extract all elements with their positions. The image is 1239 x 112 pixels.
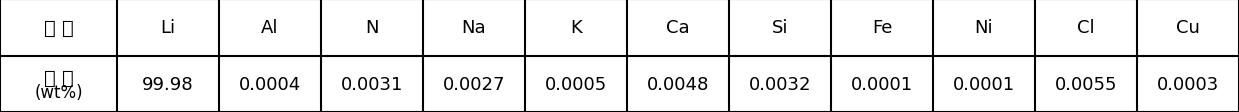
Text: K: K: [570, 19, 582, 37]
Text: Li: Li: [160, 19, 176, 37]
Text: 99.98: 99.98: [142, 75, 193, 93]
Text: 0.0032: 0.0032: [748, 75, 812, 93]
Text: Cu: Cu: [1176, 19, 1199, 37]
Text: 0.0048: 0.0048: [647, 75, 709, 93]
Text: Na: Na: [462, 19, 487, 37]
Text: (wt%): (wt%): [35, 83, 83, 101]
Text: Si: Si: [772, 19, 788, 37]
Text: 0.0027: 0.0027: [442, 75, 506, 93]
Text: Al: Al: [261, 19, 279, 37]
Text: Cl: Cl: [1077, 19, 1095, 37]
Text: Ni: Ni: [975, 19, 994, 37]
Text: 0.0005: 0.0005: [545, 75, 607, 93]
Text: 0.0055: 0.0055: [1054, 75, 1118, 93]
Text: 0.0001: 0.0001: [953, 75, 1015, 93]
Text: 0.0001: 0.0001: [851, 75, 913, 93]
Text: 组 成: 组 成: [43, 19, 73, 37]
Text: Fe: Fe: [872, 19, 892, 37]
Text: 0.0031: 0.0031: [341, 75, 403, 93]
Text: 0.0004: 0.0004: [239, 75, 301, 93]
Text: 含 量: 含 量: [43, 68, 73, 87]
Text: Ca: Ca: [667, 19, 690, 37]
Text: 0.0003: 0.0003: [1157, 75, 1219, 93]
Text: N: N: [366, 19, 379, 37]
